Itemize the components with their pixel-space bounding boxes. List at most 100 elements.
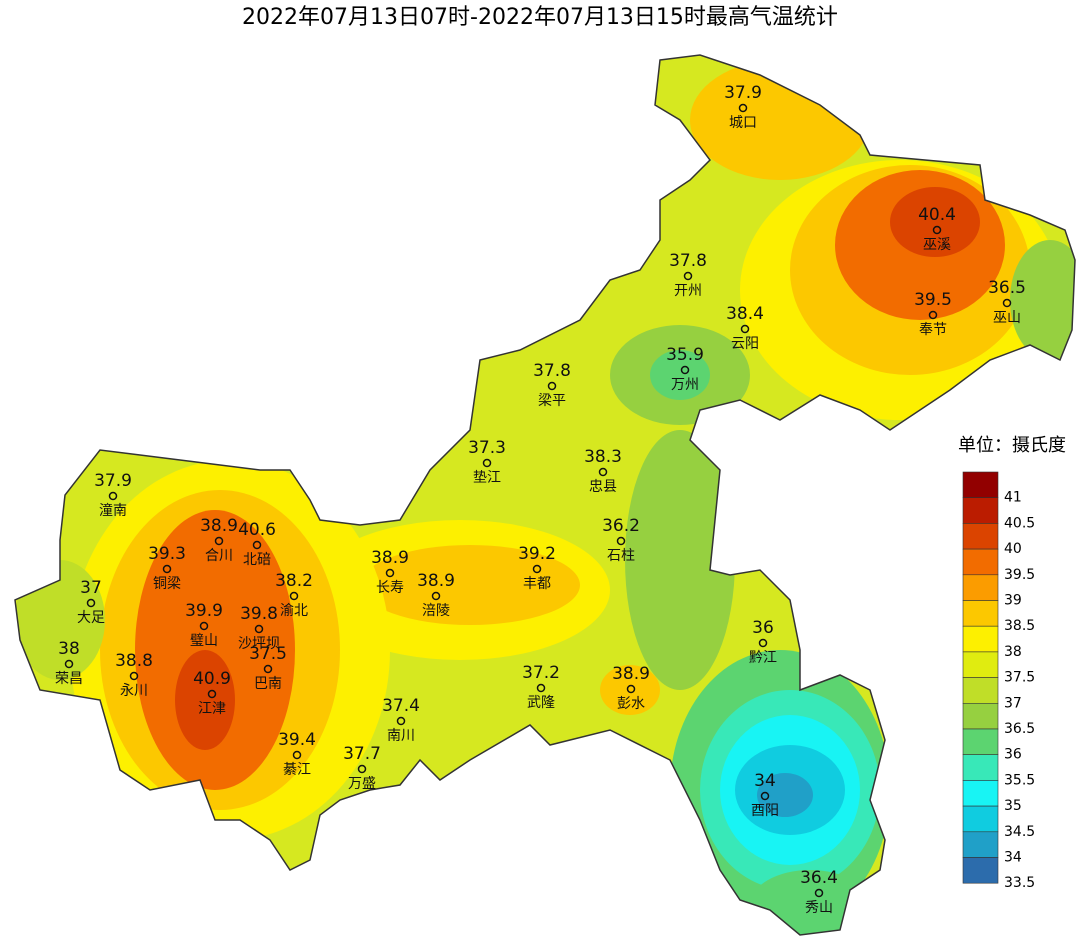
station-name: 璧山: [190, 632, 218, 649]
station-dot: [357, 764, 367, 774]
station-name: 合川: [205, 548, 233, 564]
legend-label: 38.5: [1004, 618, 1035, 634]
station-value: 36.2: [602, 516, 640, 536]
station-dot: [162, 564, 172, 574]
station-name: 北碚: [243, 552, 271, 568]
station-name: 永川: [120, 683, 148, 699]
station-value: 36.4: [800, 868, 838, 888]
legend-label: 41: [1004, 490, 1022, 506]
station-value: 38.8: [115, 651, 153, 671]
station-value: 39.5: [914, 290, 952, 310]
station-dot: [108, 491, 118, 501]
station-value: 38.3: [584, 447, 622, 467]
station-value: 38.9: [371, 548, 409, 568]
legend-swatch: [962, 805, 999, 833]
legend-label: 34: [1004, 850, 1022, 866]
legend-label: 35: [1004, 798, 1022, 814]
station-value: 38.9: [200, 516, 238, 536]
station-value: 37.9: [724, 83, 762, 103]
station-value: 34: [754, 771, 776, 791]
station-name: 梁平: [538, 393, 566, 409]
legend-swatch: [962, 754, 999, 781]
legend-swatch: [962, 548, 999, 576]
station-name: 黔江: [749, 650, 777, 666]
station-value: 38.9: [612, 664, 650, 684]
station-value: 39.8: [240, 604, 278, 624]
station-name: 城口: [729, 115, 757, 131]
station-value: 37.9: [94, 471, 132, 491]
station-value: 37.3: [468, 438, 506, 458]
station-name: 綦江: [283, 762, 311, 778]
station-dot: [214, 536, 224, 546]
station-dot: [396, 716, 406, 726]
legend-swatch: [962, 780, 999, 807]
legend-label: 36: [1004, 747, 1022, 763]
station-dot: [680, 365, 690, 375]
station-name: 开州: [674, 283, 702, 299]
station-name: 云阳: [731, 336, 759, 352]
station-name: 垫江: [473, 470, 501, 486]
station-dot: [598, 467, 608, 477]
legend-swatch: [962, 677, 999, 704]
station-name: 石柱: [607, 548, 635, 564]
station-dot: [760, 791, 770, 801]
station-name: 铜梁: [153, 576, 181, 592]
station-dot: [758, 638, 768, 648]
station-dot: [626, 684, 636, 694]
station-dot: [536, 683, 546, 693]
station-name: 巫山: [993, 310, 1021, 326]
station-dot: [64, 659, 74, 669]
station-value: 40.4: [918, 205, 956, 225]
station-value: 39.4: [278, 730, 316, 750]
station-value: 35.9: [666, 345, 704, 365]
station-name: 巫溪: [923, 237, 951, 253]
legend-swatch: [962, 600, 999, 627]
station-dot: [254, 624, 264, 634]
legend-swatch: [962, 625, 999, 653]
station-value: 39.3: [148, 544, 186, 564]
station-name: 武隆: [527, 695, 555, 711]
station-value: 38.4: [726, 304, 764, 324]
station-name: 万州: [671, 377, 699, 393]
station-name: 丰都: [523, 576, 551, 592]
station-name: 忠县: [589, 479, 617, 495]
title: 2022年07月13日07时-2022年07月13日15时最高气温统计: [242, 5, 838, 30]
station-dot: [532, 564, 542, 574]
station-name: 大足: [77, 610, 105, 626]
station-value: 38: [58, 639, 80, 659]
station-value: 36.5: [988, 278, 1026, 298]
temperature-field: [15, 55, 1075, 935]
station-dot: [289, 591, 299, 601]
station-value: 39.2: [518, 544, 556, 564]
station-name: 酉阳: [751, 803, 779, 819]
legend-swatch: [962, 497, 999, 524]
legend-swatch: [962, 523, 999, 550]
station-dot: [814, 888, 824, 898]
legend-label: 40.5: [1004, 515, 1035, 531]
station-value: 40.6: [238, 520, 276, 540]
legend-label: 37: [1004, 695, 1022, 711]
legend-swatch: [962, 702, 999, 730]
station-dot: [199, 621, 209, 631]
station-value: 37.5: [249, 644, 287, 664]
station-dot: [431, 591, 441, 601]
station-value: 40.9: [193, 669, 231, 689]
legend-label: 36.5: [1004, 721, 1035, 737]
legend-label: 40: [1004, 541, 1022, 557]
legend-swatch: [962, 574, 999, 601]
station-name: 沙坪坝: [238, 636, 280, 652]
station-dot: [932, 225, 942, 235]
legend-title: 单位：摄氏度: [958, 435, 1066, 456]
station-name: 长寿: [376, 579, 404, 596]
legend-label: 35.5: [1004, 772, 1035, 788]
station-name: 涪陵: [422, 603, 450, 619]
station-dot: [683, 271, 693, 281]
station-value: 37.4: [382, 696, 420, 716]
legend-label: 39: [1004, 593, 1022, 609]
station-dot: [292, 750, 302, 760]
legend-swatch: [962, 857, 999, 884]
legend-swatch: [962, 831, 999, 858]
station-name: 奉节: [919, 322, 947, 338]
station-value: 37: [80, 578, 102, 598]
